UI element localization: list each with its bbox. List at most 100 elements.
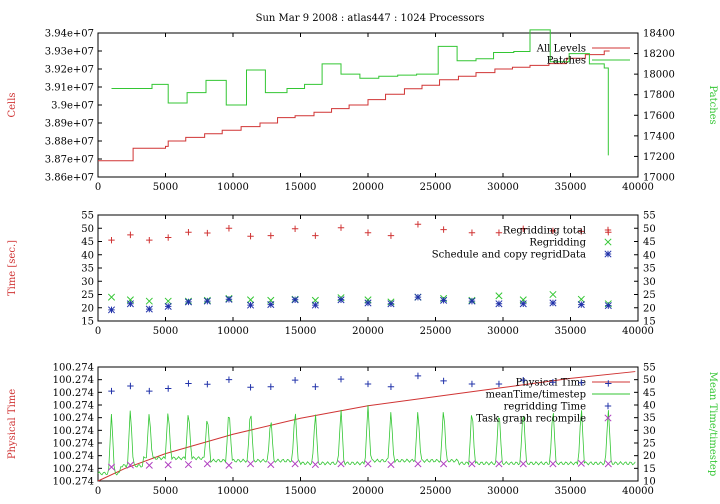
data-point — [440, 460, 448, 468]
data-point — [246, 460, 255, 468]
y-tick-label: 20 — [81, 303, 94, 314]
data-point — [520, 376, 527, 384]
y2-tick-label: 55 — [643, 363, 656, 374]
x-tick-label: 0 — [95, 326, 101, 337]
data-point — [184, 460, 193, 469]
data-point — [312, 383, 319, 390]
y-tick-label: 30 — [81, 277, 94, 288]
data-point — [185, 229, 192, 236]
data-point — [225, 295, 233, 303]
series-3 — [108, 372, 612, 395]
panel-2: 0 5000 10000 15000 20000 25000 30000 35000 40000… — [7, 211, 656, 338]
x-tick-label: 25000 — [420, 326, 452, 337]
y2-tick-label: 17400 — [643, 131, 675, 142]
x-tick-label: 35000 — [555, 486, 587, 497]
panel-1: 0 5000 10000 15000 20000 25000 30000 35000 40000… — [7, 29, 718, 194]
data-point — [107, 306, 116, 314]
y-tick-label: 100.274 — [53, 426, 94, 437]
y2-tick-label: 35 — [643, 413, 656, 424]
y-tick-label: 100.274 — [53, 413, 94, 424]
y-tick-label: 15 — [81, 317, 94, 328]
data-point — [387, 460, 395, 469]
y-tick-label: 55 — [81, 211, 94, 222]
y-tick-label: 35 — [81, 264, 94, 275]
y-tick-label: 100.274 — [53, 451, 94, 462]
data-point — [549, 299, 557, 307]
x-tick-label: 5000 — [153, 182, 178, 193]
legend-label: Physical Time — [516, 378, 586, 389]
y-axis-label: Cells — [7, 92, 18, 117]
legend-label: Task graph recompile — [476, 414, 586, 425]
series-1 — [97, 371, 636, 482]
data-point — [247, 233, 254, 240]
data-point — [164, 302, 172, 310]
y-tick-label: 100.274 — [53, 439, 94, 450]
data-point — [414, 372, 422, 380]
data-point — [164, 297, 172, 305]
y-tick-label: 45 — [81, 237, 94, 248]
legend-label: regridding Time — [504, 402, 586, 413]
data-point — [495, 380, 503, 388]
data-point — [126, 300, 134, 308]
x-tick-label: 20000 — [352, 486, 384, 497]
data-point — [387, 232, 395, 239]
y-tick-label: 3.87e+07 — [45, 155, 94, 166]
data-point — [291, 225, 299, 232]
data-point — [577, 301, 585, 309]
y2-tick-label: 35 — [643, 264, 656, 275]
y-tick-label: 100.274 — [53, 464, 94, 475]
y-tick-label: 3.9e+07 — [51, 101, 94, 112]
x-tick-label: 5000 — [153, 326, 178, 337]
data-point — [165, 234, 172, 241]
y2-tick-label: 15 — [643, 464, 656, 475]
data-point — [414, 293, 422, 301]
data-point — [387, 383, 395, 390]
y-axis-label: Physical Time — [7, 389, 18, 459]
data-point — [107, 463, 116, 471]
y2-tick-label: 50 — [643, 224, 656, 235]
data-point — [495, 292, 503, 300]
data-point — [364, 380, 372, 388]
legend-marker — [604, 238, 612, 246]
y-tick-label: 3.86e+07 — [45, 173, 94, 184]
x-tick-label: 30000 — [487, 182, 519, 193]
legend-marker — [604, 414, 612, 422]
data-point — [414, 460, 422, 468]
series-4 — [107, 459, 612, 471]
x-tick-label: 0 — [95, 182, 101, 193]
series-2 — [111, 29, 609, 156]
data-point — [364, 229, 372, 236]
y-tick-label: 100.274 — [53, 375, 94, 386]
x-tick-label: 30000 — [487, 486, 519, 497]
data-point — [127, 382, 134, 390]
data-point — [440, 377, 447, 385]
x-tick-label: 35000 — [555, 326, 587, 337]
data-point — [337, 460, 345, 468]
x-tick-label: 30000 — [487, 326, 519, 337]
data-point — [604, 460, 612, 468]
legend-marker — [604, 226, 612, 234]
y-tick-label: 100.274 — [53, 401, 94, 412]
legend-label: Regridding — [529, 238, 586, 249]
series-2 — [107, 290, 612, 308]
x-tick-label: 20000 — [352, 326, 384, 337]
data-point — [604, 302, 612, 310]
y-tick-label: 3.91e+07 — [45, 83, 94, 94]
data-point — [519, 300, 527, 308]
data-point — [204, 229, 211, 237]
data-point — [495, 300, 503, 308]
y2-tick-label: 40 — [643, 250, 656, 261]
data-point — [414, 221, 422, 228]
data-point — [578, 379, 585, 386]
panel-3: 0 5000 10000 15000 20000 25000 30000 35000 40000… — [7, 363, 718, 498]
data-point — [364, 299, 372, 307]
y-tick-label: 3.92e+07 — [45, 65, 94, 76]
data-point — [468, 380, 476, 388]
series-line — [97, 405, 636, 476]
data-point — [387, 300, 395, 308]
data-point — [184, 298, 193, 306]
data-point — [146, 236, 153, 244]
chart-title: Sun Mar 9 2008 : atlas447 : 1024 Process… — [256, 13, 485, 24]
data-point — [312, 232, 319, 239]
